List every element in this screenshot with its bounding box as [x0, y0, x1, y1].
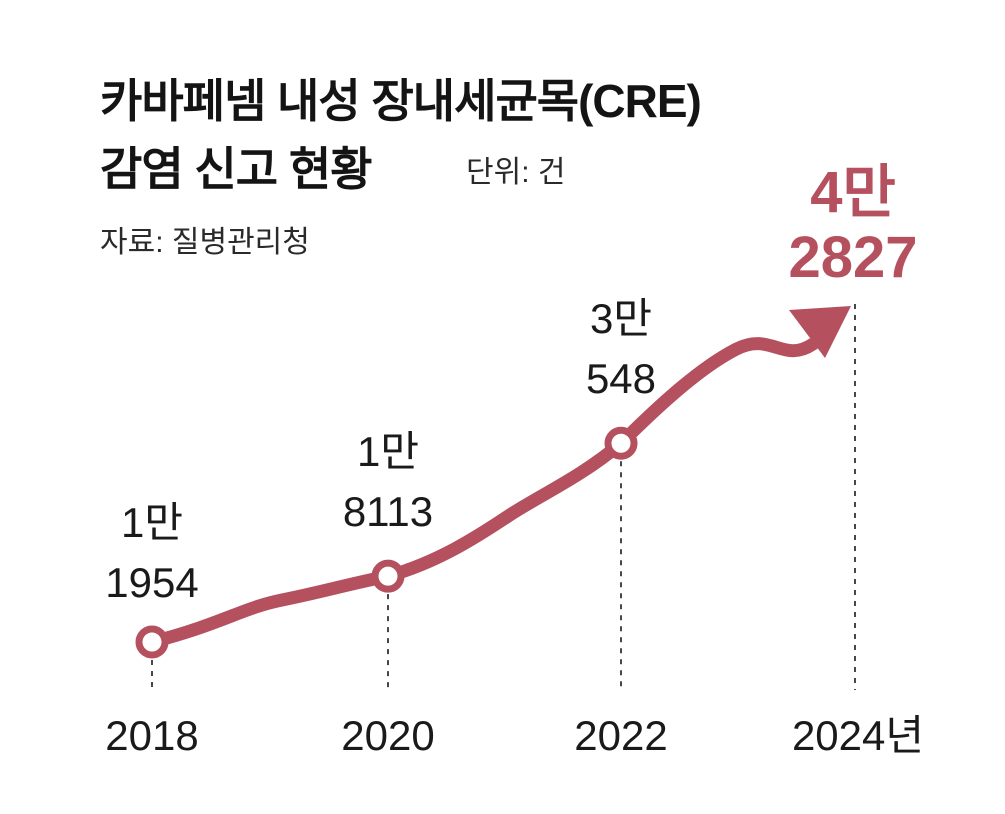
data-label-2024년-line2: 2827: [788, 225, 917, 290]
x-tick-2020: 2020: [341, 712, 434, 759]
series-line: [145, 337, 820, 649]
data-label-2018-line2: 1954: [105, 559, 198, 606]
data-label-2020-line1: 1만: [357, 428, 419, 475]
series-arrowhead: [789, 306, 851, 358]
data-label-2022-line2: 548: [586, 355, 656, 402]
chart-title-line1: 카바페넴 내성 장내세균목(CRE): [100, 75, 702, 127]
chart-title-line2: 감염 신고 현황: [100, 143, 372, 195]
data-label-2020-line2: 8113: [343, 488, 433, 535]
data-label-2022-line1: 3만: [590, 295, 652, 342]
x-tick-2022: 2022: [574, 712, 667, 759]
data-label-2018-line1: 1만: [121, 499, 183, 546]
x-tick-2018: 2018: [105, 712, 198, 759]
x-tick-2024년: 2024년: [792, 712, 924, 759]
data-point-2018: [135, 625, 169, 659]
data-label-2024년-line1: 4만: [810, 160, 896, 225]
data-point-2020: [371, 559, 405, 593]
source-label: 자료: 질병관리청: [100, 226, 310, 259]
data-point-2022: [604, 426, 638, 460]
unit-label: 단위: 건: [466, 156, 566, 189]
